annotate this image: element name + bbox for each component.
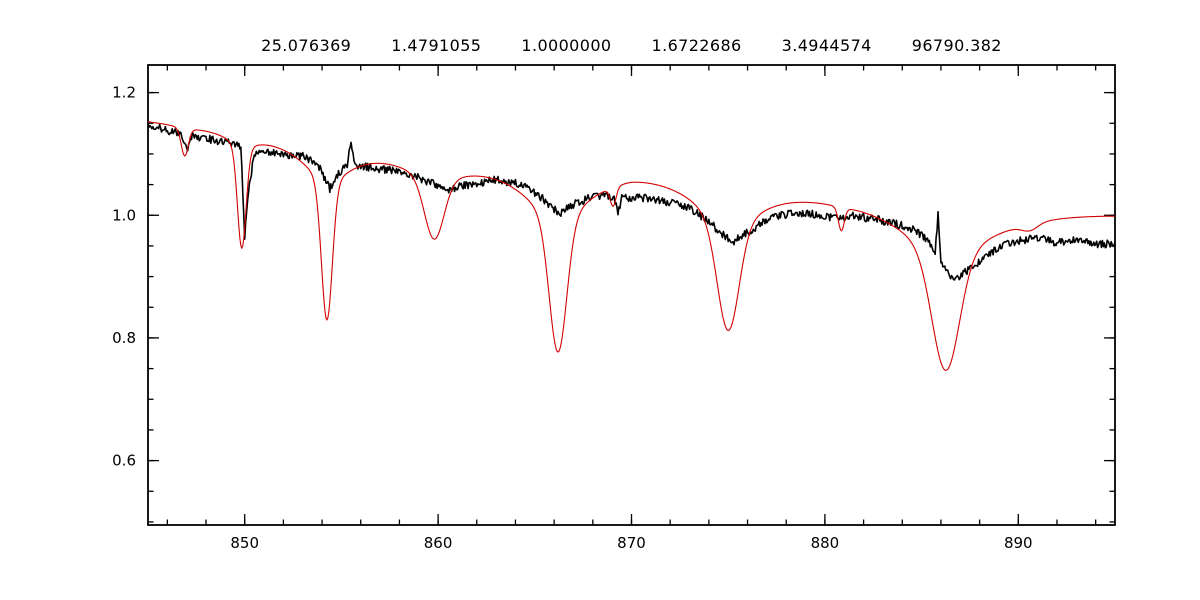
title-value-5: 3.4944574	[781, 36, 872, 55]
plot-title: 25.076369 1.4791055 1.0000000 1.6722686 …	[148, 36, 1115, 55]
plot-frame	[147, 64, 1116, 526]
y-tick-label: 0.6	[112, 452, 136, 470]
x-tick-label: 850	[230, 534, 259, 552]
title-value-4: 1.6722686	[651, 36, 742, 55]
title-value-6: 96790.382	[911, 36, 1002, 55]
y-tick-label: 0.8	[112, 329, 136, 347]
y-tick-label: 1.0	[112, 206, 136, 224]
x-tick-label: 880	[811, 534, 840, 552]
title-value-1: 25.076369	[261, 36, 352, 55]
title-value-2: 1.4791055	[391, 36, 482, 55]
model-spectrum-line	[147, 121, 1116, 371]
x-tick-label: 860	[424, 534, 453, 552]
x-tick-label: 870	[617, 534, 646, 552]
observed-spectrum-line	[147, 123, 1116, 281]
x-tick-label: 890	[1004, 534, 1033, 552]
title-value-3: 1.0000000	[521, 36, 612, 55]
y-tick-label: 1.2	[112, 84, 136, 102]
